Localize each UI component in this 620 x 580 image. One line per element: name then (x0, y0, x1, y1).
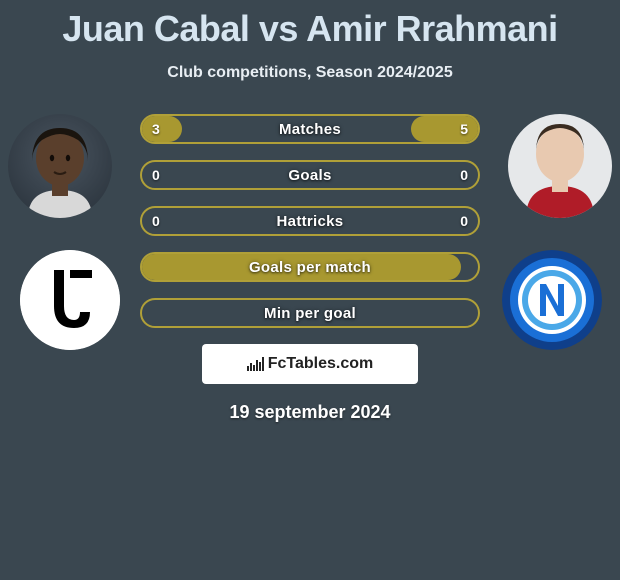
club-badge-icon (502, 250, 602, 350)
stat-bar: Min per goal (140, 298, 480, 328)
date-label: 19 september 2024 (0, 402, 620, 423)
bar-chart-icon (247, 357, 264, 371)
player-right-club-badge (502, 250, 602, 350)
player-right-avatar (508, 114, 612, 218)
stat-value-left: 0 (152, 213, 160, 229)
page-title: Juan Cabal vs Amir Rrahmani (0, 0, 620, 50)
stat-bar: Goals per match (140, 252, 480, 282)
stat-value-right: 5 (460, 121, 468, 137)
stat-bar: 3 5 Matches (140, 114, 480, 144)
stat-label: Matches (279, 121, 341, 138)
club-badge-icon (20, 250, 120, 350)
stat-value-right: 0 (460, 213, 468, 229)
stat-bar-fill-left (142, 116, 182, 142)
stat-bars: 3 5 Matches 0 0 Goals 0 0 Hattricks Goals per mat… (140, 114, 480, 328)
branding-text: FcTables.com (268, 355, 374, 373)
player-avatar-icon (508, 114, 612, 218)
comparison-area: 3 5 Matches 0 0 Goals 0 0 Hattricks Goals per mat… (0, 114, 620, 423)
player-left-club-badge (20, 250, 120, 350)
stat-bar: 0 0 Hattricks (140, 206, 480, 236)
stat-label: Hattricks (277, 213, 344, 230)
player-left-avatar (8, 114, 112, 218)
stat-value-right: 0 (460, 167, 468, 183)
stat-value-left: 0 (152, 167, 160, 183)
stat-value-left: 3 (152, 121, 160, 137)
subtitle: Club competitions, Season 2024/2025 (0, 64, 620, 82)
stat-label: Min per goal (264, 305, 356, 322)
player-avatar-icon (8, 114, 112, 218)
stat-label: Goals (288, 167, 331, 184)
branding-badge: FcTables.com (202, 344, 418, 384)
stat-bar: 0 0 Goals (140, 160, 480, 190)
stat-label: Goals per match (249, 259, 371, 276)
